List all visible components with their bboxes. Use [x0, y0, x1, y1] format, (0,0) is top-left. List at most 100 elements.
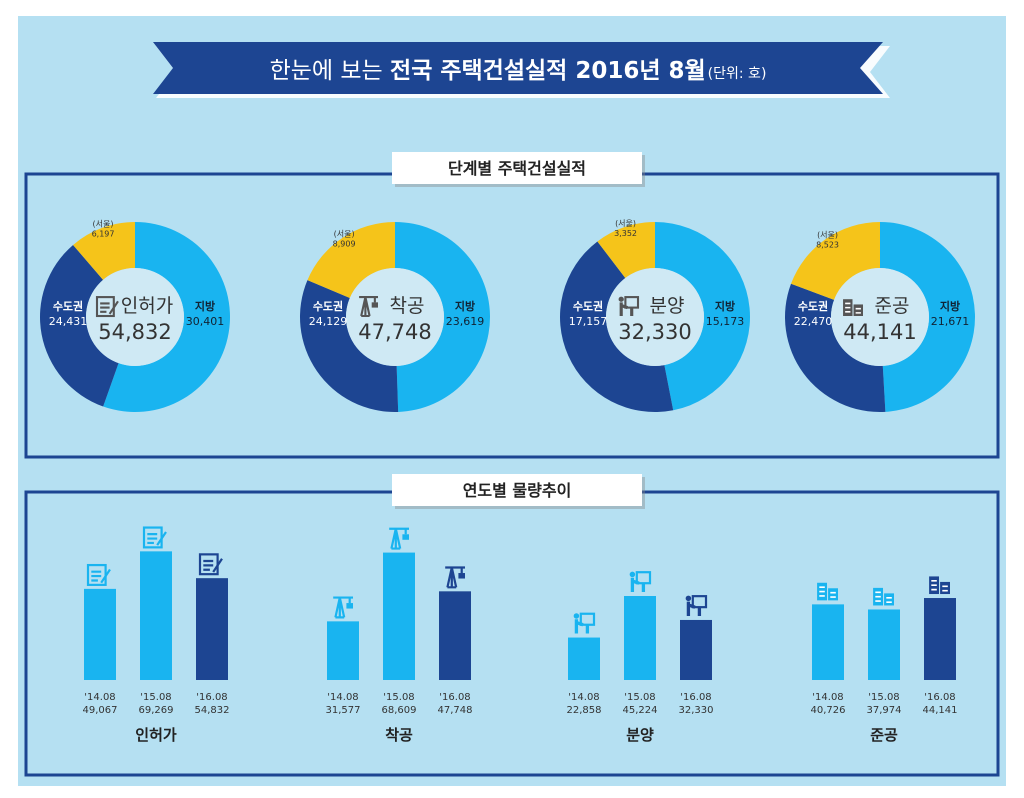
- presentation-board-icon: [629, 571, 652, 593]
- seoul-value: 6,197: [92, 230, 115, 239]
- donut-착공: 착공 47,748 수도권 24,129 지방 23,619 (서울)8,909: [299, 222, 491, 413]
- bar-value-label: 47,748: [438, 705, 473, 716]
- capital-label: 수도권: [573, 300, 603, 313]
- bar: [924, 598, 956, 680]
- capital-label: 수도권: [53, 300, 83, 313]
- stage-total: 44,141: [843, 320, 916, 344]
- permit-document-icon: [95, 296, 119, 318]
- bar-category-label: '16.08: [924, 692, 955, 703]
- stage-total: 47,748: [358, 320, 431, 344]
- donut-hole: [831, 268, 929, 366]
- bar-category-label: '14.08: [84, 692, 115, 703]
- title-banner: 한눈에 보는 전국 주택건설실적 2016년 8월 (단위: 호): [153, 42, 890, 98]
- region-slice: [880, 222, 976, 412]
- presentation-board-icon: [685, 595, 708, 616]
- bar: [624, 596, 656, 680]
- seoul-slice: [791, 222, 880, 300]
- region-value: 30,401: [186, 315, 225, 328]
- presentation-board-icon: [573, 612, 596, 634]
- seoul-value: 3,352: [614, 229, 637, 238]
- crane-icon: [389, 527, 410, 550]
- capital-slice: [559, 241, 674, 412]
- bar-category-label: '15.08: [624, 692, 655, 703]
- capital-slice: [785, 283, 886, 412]
- bar: [196, 578, 228, 680]
- bar: [327, 621, 359, 680]
- presentation-board-icon: [618, 296, 640, 316]
- bar-value-label: 44,141: [923, 705, 958, 716]
- bar-value-label: 69,269: [139, 705, 174, 716]
- bar-value-label: 45,224: [623, 705, 658, 716]
- bar-group-분양: '14.08 22,858 '15.08 45,224 '16.08 32,330 분양: [567, 571, 714, 744]
- bar-category-label: '15.08: [383, 692, 414, 703]
- bar-group-착공: '14.08 31,577 '15.08 68,609 '16.08 47,748 착공: [326, 527, 473, 744]
- bar: [568, 637, 600, 680]
- crane-icon: [445, 566, 466, 589]
- seoul-value: 8,523: [816, 240, 839, 249]
- donut-분양: 분양 32,330 수도권 17,157 지방 15,173 (서울)3,352: [559, 219, 751, 412]
- buildings-icon: [843, 299, 863, 316]
- bar: [680, 619, 712, 680]
- group-label: 인허가: [135, 726, 177, 744]
- region-label: 지방: [195, 299, 215, 313]
- bar-category-label: '16.08: [680, 692, 711, 703]
- capital-value: 24,431: [49, 315, 88, 328]
- stage-label: 착공: [390, 295, 425, 317]
- svg-text:단계별 주택건설실적: 단계별 주택건설실적: [448, 159, 586, 178]
- permit-document-icon: [86, 563, 111, 586]
- bar-value-label: 37,974: [867, 705, 902, 716]
- banner-title: 한눈에 보는 전국 주택건설실적 2016년 8월 (단위: 호): [270, 58, 767, 84]
- bar-value-label: 40,726: [811, 705, 846, 716]
- svg-text:연도별 물량추이: 연도별 물량추이: [463, 481, 572, 500]
- bar-category-label: '14.08: [812, 692, 843, 703]
- capital-value: 24,129: [309, 315, 348, 328]
- seoul-label: (서울): [615, 219, 636, 228]
- region-slice: [655, 222, 751, 411]
- capital-slice: [299, 280, 399, 413]
- stage-section-title: 단계별 주택건설실적: [392, 152, 645, 187]
- bar-category-label: '14.08: [568, 692, 599, 703]
- stage-label: 인허가: [121, 295, 173, 317]
- bar-category-label: '16.08: [196, 692, 227, 703]
- bar-value-label: 32,330: [679, 705, 714, 716]
- capital-value: 22,470: [794, 315, 833, 328]
- donut-hole: [346, 268, 444, 366]
- region-value: 23,619: [446, 315, 485, 328]
- seoul-slice: [307, 222, 395, 298]
- group-label: 준공: [870, 726, 898, 744]
- trend-section-title: 연도별 물량추이: [392, 474, 645, 509]
- region-value: 21,671: [931, 315, 970, 328]
- bar: [812, 604, 844, 680]
- region-slice: [395, 222, 491, 412]
- bar: [868, 609, 900, 680]
- region-label: 지방: [455, 299, 475, 313]
- bar-group-인허가: '14.08 49,067 '15.08 69,269 '16.08 54,832 인허가: [83, 526, 230, 744]
- capital-label: 수도권: [313, 300, 343, 313]
- bar-value-label: 54,832: [195, 705, 230, 716]
- group-label: 분양: [626, 726, 654, 744]
- stage-label: 준공: [875, 295, 910, 317]
- seoul-value: 8,909: [333, 239, 356, 248]
- bar-value-label: 49,067: [83, 705, 118, 716]
- bar-value-label: 68,609: [382, 705, 417, 716]
- stage-total: 32,330: [618, 320, 691, 344]
- donut-준공: 준공 44,141 수도권 22,470 지방 21,671 (서울)8,523: [785, 222, 976, 412]
- infographic-svg: 한눈에 보는 전국 주택건설실적 2016년 8월 (단위: 호) 단계별 주택건…: [24, 42, 1000, 777]
- bar-category-label: '15.08: [868, 692, 899, 703]
- bar-group-준공: '14.08 40,726 '15.08 37,974 '16.08 44,141 준공: [811, 576, 958, 744]
- stage-total: 54,832: [98, 320, 171, 344]
- seoul-label: (서울): [93, 220, 114, 229]
- buildings-icon: [873, 587, 894, 606]
- donut-인허가: 인허가 54,832 수도권 24,431 지방 30,401 (서울)6,197: [39, 220, 230, 412]
- bar: [140, 551, 172, 680]
- seoul-slice: [73, 222, 135, 280]
- seoul-slice: [597, 222, 655, 279]
- region-value: 15,173: [706, 315, 745, 328]
- seoul-label: (서울): [817, 230, 838, 239]
- bar-value-label: 22,858: [567, 705, 602, 716]
- region-label: 지방: [940, 299, 960, 313]
- capital-slice: [39, 244, 119, 407]
- permit-document-icon: [198, 553, 223, 576]
- buildings-icon: [929, 576, 950, 595]
- crane-icon: [359, 296, 378, 318]
